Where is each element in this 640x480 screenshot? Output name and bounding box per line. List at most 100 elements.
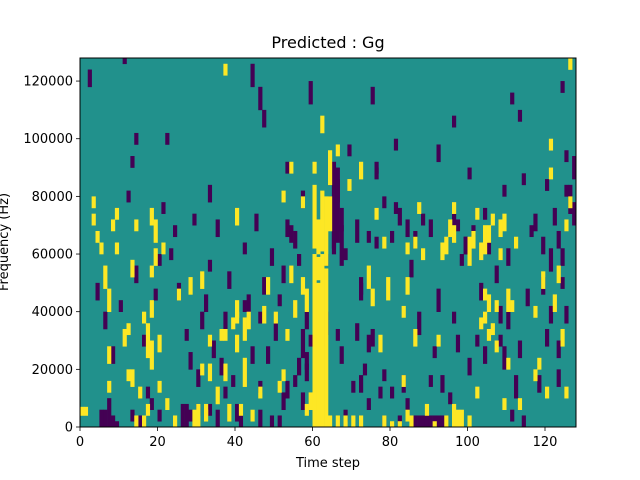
heatmap-cell-low [351,380,356,393]
heatmap-cell-high [188,277,193,295]
y-tick-label: 120000 [23,75,73,90]
heatmap-cell-high [335,415,340,428]
low-value-cells [87,58,577,428]
heatmap-cell-high [114,207,120,220]
heatmap-cell-low [397,207,402,226]
heatmap-cell-low [297,254,302,266]
heatmap-cell-high [486,294,492,312]
heatmap-cell-low [145,386,151,399]
heatmap-cell-high [479,317,484,330]
heatmap-cell-high [111,219,116,232]
heatmap-cell-low [122,58,127,65]
heatmap-cell-high [498,219,503,238]
heatmap-cell-high [452,403,457,428]
heatmap-cell-low [548,248,554,272]
heatmap-cell-low [455,334,461,353]
heatmap-cell-low [289,225,294,243]
heatmap-cell-low [362,363,368,376]
heatmap-cell-high [107,380,112,393]
heatmap-cell-high [285,328,290,341]
heatmap-cell-high [320,190,325,252]
heatmap-cell-high [359,161,364,180]
heatmap-cell-high [215,386,220,405]
heatmap-cell-low [560,81,565,93]
heatmap-cell-low [347,144,352,157]
heatmap-cell-low [366,230,371,243]
heatmap-cell-low [421,213,426,226]
heatmap-cell-low [494,265,499,284]
heatmap-cell-high [494,340,499,353]
heatmap-cell-high [149,300,154,318]
heatmap-cell-high [91,196,96,209]
heatmap-cell-high [91,213,96,226]
heatmap-cell-high [490,323,495,336]
heatmap-cell-low [266,346,271,364]
high-value-cells [80,58,573,428]
heatmap-cell-low [242,300,247,312]
heatmap-cell-high [483,311,488,324]
heatmap-cell-low [506,248,511,266]
heatmap-cell-high [444,236,449,255]
heatmap-cell-low [281,265,286,284]
heatmap-cell-low [130,156,135,168]
heatmap-cell-high [304,288,309,312]
heatmap-cell-high [514,236,519,249]
heatmap-cell-low [95,282,100,301]
heatmap-cell-low [281,392,286,411]
heatmap-cell-high [475,386,480,399]
heatmap-cell-high [359,415,364,428]
heatmap-cell-high [173,415,178,428]
heatmap-cell-low [521,173,526,186]
heatmap-cell-low [436,144,441,163]
heatmap-cell-high [219,328,224,341]
heatmap-cell-high [494,300,499,312]
heatmap-cell-low [413,415,418,428]
heatmap-cell-low [428,375,433,387]
heatmap-cell-low [293,230,298,249]
heatmap-cell-low [548,305,554,324]
heatmap-cell-high [374,207,379,220]
y-axis-ticks: 0 20000 40000 60000 80000 100000 120000 [23,75,80,436]
heatmap-cell-high [153,248,158,266]
heatmap-cell-low [223,386,228,399]
heatmap-cell-high [413,328,418,347]
heatmap-cell-low [335,328,340,341]
heatmap-cell-low [370,86,375,105]
heatmap-cell-low [285,380,290,399]
heatmap-cell-high [103,265,108,289]
heatmap-cell-high [200,363,205,376]
heatmap-cell-high [452,225,457,243]
heatmap-cell-low [382,369,387,382]
heatmap-cell-low [545,179,550,191]
heatmap-cell-low [207,184,213,203]
heatmap-cell-high [227,403,232,422]
heatmap-cell-low [173,225,178,238]
heatmap-cell-low [467,167,472,180]
heatmap-cell-low [417,415,422,428]
heatmap-cell-low [390,230,395,243]
heatmap-cell-low [560,277,565,289]
heatmap-cell-low [517,340,523,359]
heatmap-cell-low [564,184,569,197]
heatmap-cell-high [161,242,166,255]
heatmap-cell-high [467,236,472,266]
heatmap-cell-low [533,213,538,232]
heatmap-cell-low [242,242,247,255]
heatmap-cell-high [486,328,492,341]
heatmap-cell-low [359,375,364,393]
heatmap-cell-high [289,161,294,174]
y-tick-label: 80000 [32,190,73,205]
heatmap-cell-high [235,207,240,226]
heatmap-cell-low [405,219,410,238]
heatmap-cell-high [405,409,410,422]
heatmap-cell-high [320,254,325,428]
heatmap-cell-high [533,305,538,318]
heatmap-cell-high [80,406,85,416]
heatmap-cell-high [502,213,507,232]
heatmap-cell-high [448,219,453,238]
heatmap-cell-low [149,398,154,410]
heatmap-cell-low [134,132,139,145]
heatmap-cell-low [378,386,383,399]
x-tick-label: 60 [304,435,321,450]
heatmap-cell-high [246,311,251,330]
